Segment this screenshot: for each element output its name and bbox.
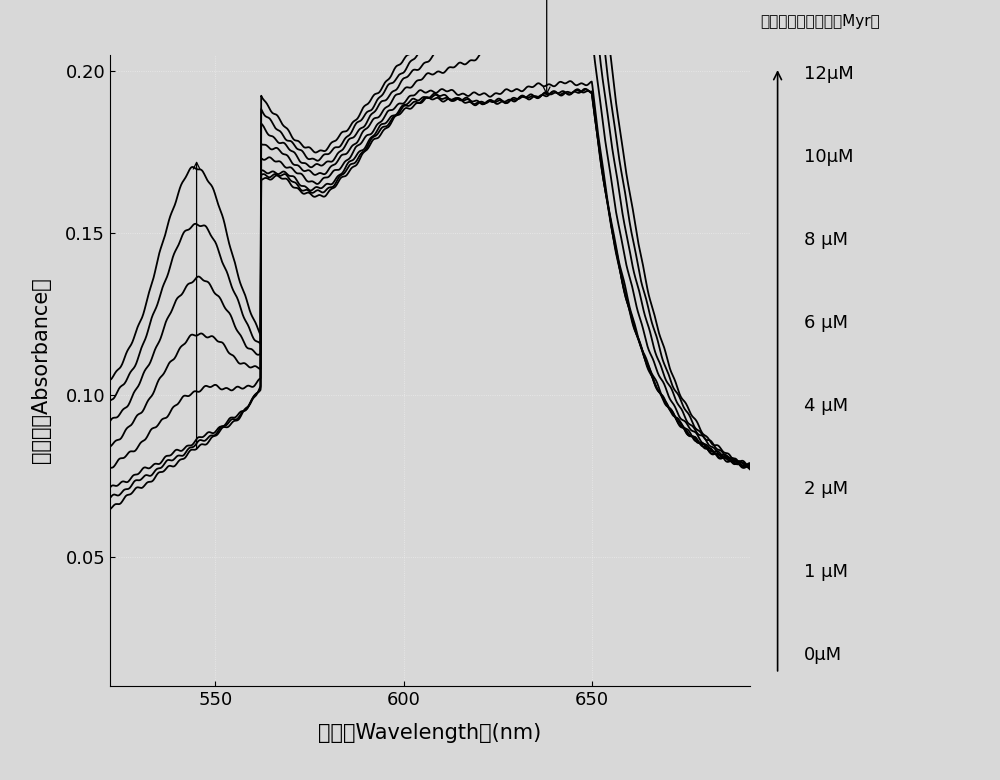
- Y-axis label: 吸光度（Absorbance）: 吸光度（Absorbance）: [31, 278, 51, 463]
- Text: 10μM: 10μM: [804, 147, 854, 165]
- Text: 6 μM: 6 μM: [804, 314, 848, 332]
- Text: 氯化肉豆蕊酰胆碱（Myr）: 氯化肉豆蕊酰胆碱（Myr）: [760, 14, 880, 30]
- Text: 8 μM: 8 μM: [804, 231, 848, 249]
- Text: 2 μM: 2 μM: [804, 480, 848, 498]
- Text: 12μM: 12μM: [804, 65, 854, 83]
- X-axis label: 波长（Wavelength）(nm): 波长（Wavelength）(nm): [318, 723, 542, 743]
- Text: 1 μM: 1 μM: [804, 563, 848, 581]
- Text: 0μM: 0μM: [804, 646, 842, 664]
- Text: 4 μM: 4 μM: [804, 397, 848, 415]
